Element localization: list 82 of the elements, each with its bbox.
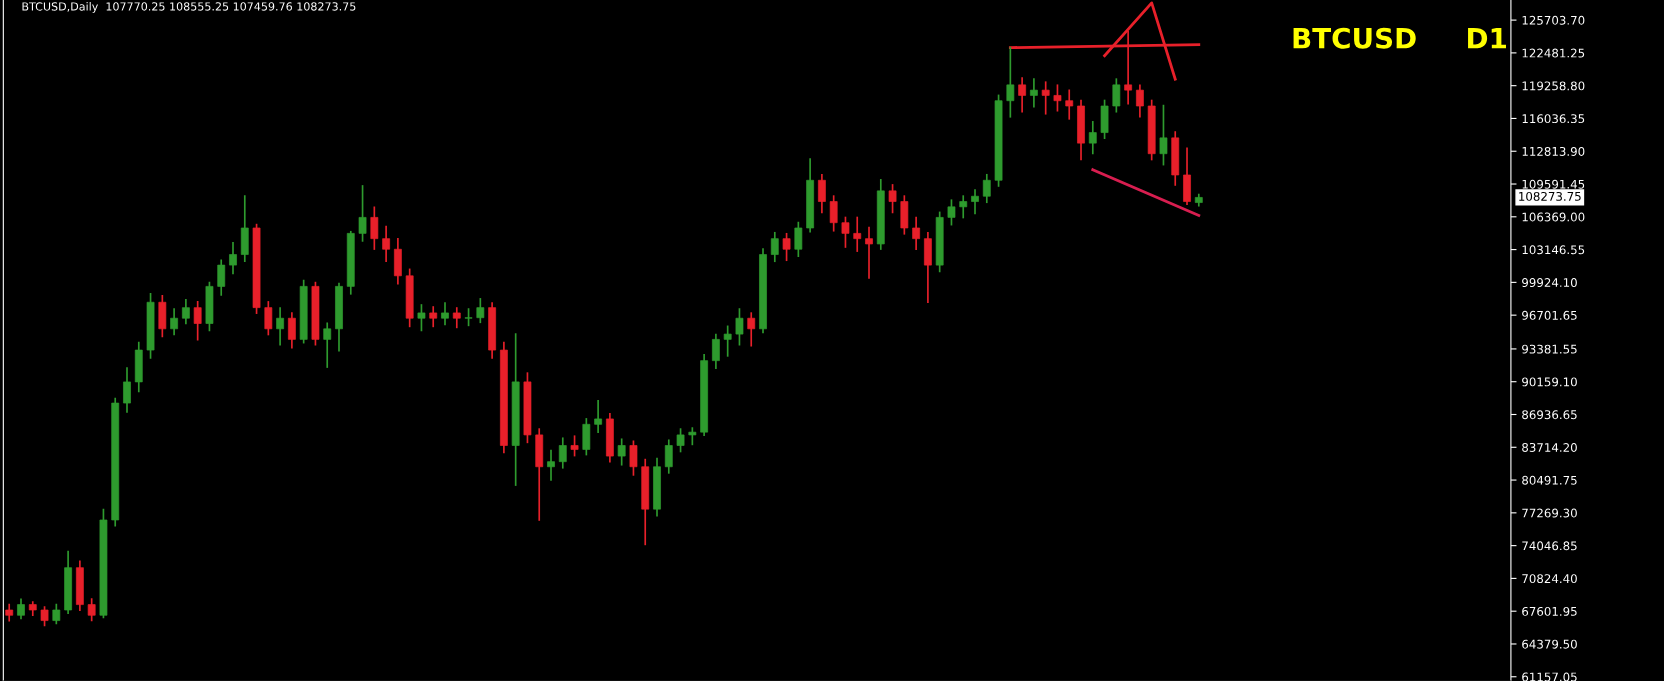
candlestick bbox=[170, 308, 178, 336]
candlestick bbox=[441, 302, 449, 326]
y-tick-label: 70824.40 bbox=[1522, 574, 1577, 584]
candlestick bbox=[1136, 84, 1144, 118]
candlestick bbox=[912, 216, 921, 250]
candlestick bbox=[971, 189, 979, 215]
candlestick bbox=[1006, 46, 1015, 118]
candlestick bbox=[982, 173, 991, 204]
candlestick bbox=[87, 598, 96, 622]
y-tick-label: 90159.10 bbox=[1522, 377, 1577, 387]
candlestick bbox=[712, 333, 720, 369]
candlestick bbox=[1088, 121, 1097, 155]
candlestick bbox=[959, 195, 968, 219]
candlestick bbox=[52, 603, 61, 625]
candlestick bbox=[770, 231, 779, 263]
candlestick bbox=[382, 225, 390, 263]
y-tick-label: 122481.25 bbox=[1522, 48, 1585, 58]
candlestick bbox=[1018, 77, 1027, 113]
candlestick bbox=[547, 449, 555, 481]
candlestick bbox=[829, 195, 838, 232]
candlestick bbox=[664, 439, 673, 474]
y-tick-label: 106369.00 bbox=[1522, 212, 1585, 222]
y-tick-label: 64379.50 bbox=[1522, 639, 1577, 649]
candlestick bbox=[865, 226, 873, 279]
candlestick bbox=[452, 307, 461, 329]
candlestick bbox=[558, 437, 567, 469]
candlestick bbox=[193, 301, 202, 341]
candlestick bbox=[288, 312, 296, 349]
candlestick bbox=[1065, 89, 1074, 120]
candlestick bbox=[1030, 78, 1038, 108]
candlestick bbox=[841, 216, 850, 248]
candlestick bbox=[723, 325, 732, 357]
candlestick bbox=[182, 299, 190, 325]
candlestick bbox=[1041, 81, 1050, 115]
candlestick bbox=[370, 206, 379, 250]
candlestick bbox=[617, 438, 626, 466]
candlestick bbox=[276, 307, 284, 346]
candlestick bbox=[1053, 84, 1062, 112]
candlestick bbox=[40, 606, 49, 627]
candlestick bbox=[429, 306, 438, 328]
candlestick bbox=[476, 298, 485, 324]
candlestick bbox=[217, 259, 226, 296]
candlestick bbox=[735, 308, 744, 346]
candlestick bbox=[794, 221, 803, 257]
y-tick-label: 99924.10 bbox=[1522, 278, 1577, 288]
candlestick bbox=[747, 312, 756, 347]
candlestick bbox=[594, 400, 602, 433]
candlestick bbox=[818, 173, 826, 214]
candlestick bbox=[1159, 104, 1168, 166]
y-tick-label: 116036.35 bbox=[1522, 114, 1585, 124]
y-tick-label: 93381.55 bbox=[1522, 344, 1577, 354]
y-tick-label: 61157.05 bbox=[1522, 672, 1577, 681]
candlestick bbox=[782, 232, 791, 262]
candlestick bbox=[358, 185, 367, 242]
y-tick-label: 103146.55 bbox=[1522, 245, 1585, 255]
candlestick bbox=[123, 367, 131, 413]
y-tick-label: 86936.65 bbox=[1522, 410, 1577, 420]
y-tick-label: 80491.75 bbox=[1522, 475, 1577, 485]
y-tick-label: 125703.70 bbox=[1522, 15, 1585, 25]
y-tick-label: 119258.80 bbox=[1522, 81, 1585, 91]
chart-title: BTCUSD,Daily 107770.25 108555.25 107459.76 108273.75 bbox=[22, 2, 356, 13]
candlestick bbox=[947, 199, 956, 226]
candlestick bbox=[17, 598, 25, 620]
y-tick-label: 109591.45 bbox=[1522, 179, 1585, 189]
candlestick bbox=[888, 184, 897, 214]
y-tick-label: 67601.95 bbox=[1522, 606, 1577, 616]
y-tick-label: 96701.65 bbox=[1522, 310, 1577, 320]
y-tick-label: 112813.90 bbox=[1522, 146, 1585, 156]
candlestick bbox=[1112, 78, 1121, 113]
y-tick-label: 77269.30 bbox=[1522, 508, 1577, 518]
text: 108273.75 bbox=[1519, 191, 1581, 201]
y-tick-label: 83714.20 bbox=[1522, 443, 1577, 452]
candlestick bbox=[629, 440, 638, 476]
candlestick bbox=[264, 301, 273, 336]
candlestick bbox=[853, 216, 862, 252]
candlestick bbox=[229, 242, 237, 275]
text: BTCUSD D1 bbox=[1293, 27, 1506, 49]
y-tick-label: 74046.85 bbox=[1522, 541, 1577, 551]
candlestick bbox=[417, 304, 426, 332]
candlestick bbox=[570, 435, 579, 457]
candlestick bbox=[323, 322, 332, 368]
candlestick bbox=[676, 428, 685, 453]
